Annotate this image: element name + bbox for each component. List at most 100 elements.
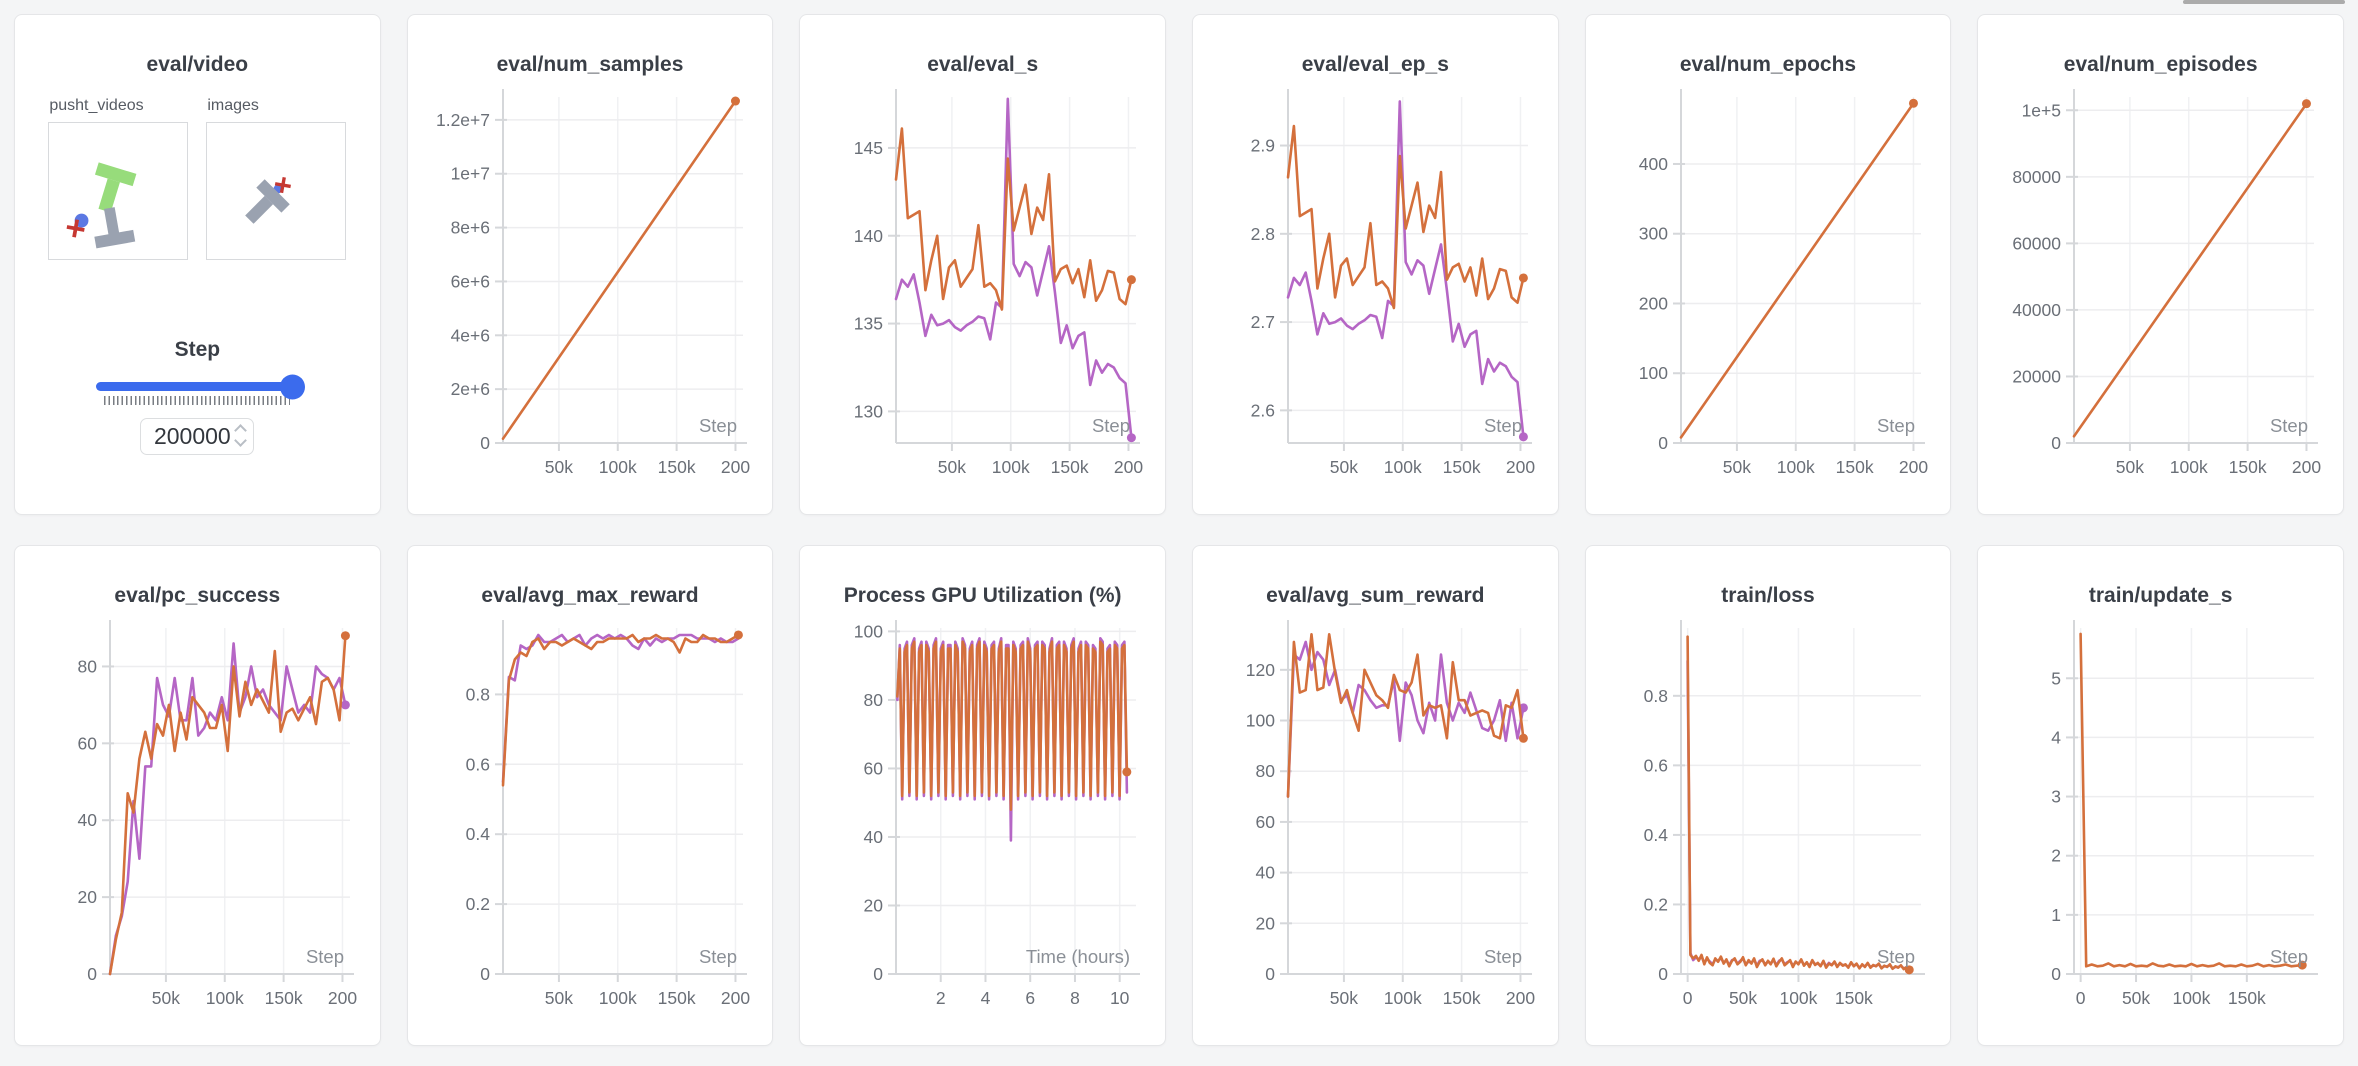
panel-process-gpu-utilization: Process GPU Utilization (%) 2 4 6 8 10 0 20 40 6… [799,545,1166,1046]
panel-title: eval/num_samples [496,53,684,76]
svg-text:8: 8 [1070,988,1080,1008]
step-slider-title: Step [174,338,221,361]
svg-text:Step: Step [306,946,344,967]
panel-train-loss: train/loss 0 50k 100k 150k 0 0.2 0.4 0.6 0.8 Step [1584,545,1952,1046]
svg-text:Step: Step [699,946,737,967]
svg-text:Time (hours): Time (hours) [1025,946,1129,967]
step-slider-ticks [104,396,291,405]
target-cross [275,177,292,194]
svg-text:5: 5 [2051,668,2061,688]
chart-train-loss[interactable]: 0 50k 100k 150k 0 0.2 0.4 0.6 0.8 Step [1597,614,1939,1034]
panel-eval-pc-success: eval/pc_success 50k 100k 150k 200 0 20 40 60 80 S… [14,545,381,1046]
svg-text:150k: 150k [658,457,696,477]
svg-text:20: 20 [78,887,98,907]
svg-text:150k: 150k [1443,988,1481,1008]
svg-text:20: 20 [1256,913,1276,933]
svg-text:40: 40 [78,810,98,830]
media-thumb-pusht-videos[interactable]: pusht_videos [48,97,189,260]
svg-text:100k: 100k [1779,988,1817,1008]
svg-text:60000: 60000 [2012,233,2061,253]
svg-text:135: 135 [853,314,882,334]
svg-text:1e+7: 1e+7 [451,164,490,184]
svg-text:Step: Step [1092,415,1130,436]
chart-train-update-s[interactable]: 0 50k 100k 150k 0 1 2 3 4 5 Step [1990,614,2332,1034]
svg-text:Step: Step [2270,946,2308,967]
panel-eval-num-episodes: eval/num_episodes 50k 100k 150k 200 0 20000 40… [1977,14,2344,515]
svg-text:2.9: 2.9 [1251,136,1275,156]
svg-text:50k: 50k [1729,988,1757,1008]
svg-text:3: 3 [2051,787,2061,807]
stepper-buttons[interactable] [234,424,248,447]
media-thumb-images[interactable]: images [206,97,347,260]
svg-text:80: 80 [863,690,883,710]
chart-eval-eval-ep-s[interactable]: 50k 100k 150k 200 2.6 2.7 2.8 2.9 Step [1204,83,1546,503]
svg-text:Step: Step [1877,946,1915,967]
chart-eval-pc-success[interactable]: 50k 100k 150k 200 0 20 40 60 80 Step [26,614,368,1034]
svg-text:50k: 50k [1723,457,1751,477]
svg-text:200: 200 [1114,457,1143,477]
svg-text:4: 4 [2051,727,2061,747]
svg-text:0.4: 0.4 [466,824,491,844]
panel-eval-video: eval/video pusht_videos [14,14,381,515]
svg-text:60: 60 [1256,812,1276,832]
chart-eval-num-epochs[interactable]: 50k 100k 150k 200 0 100 200 300 400 Step [1597,83,1939,503]
step-slider-handle[interactable] [280,374,306,399]
decrement-icon[interactable] [234,434,248,447]
svg-text:200: 200 [1639,293,1668,313]
svg-text:0: 0 [1658,964,1668,984]
svg-text:50k: 50k [2122,988,2150,1008]
svg-text:80: 80 [78,656,98,676]
panel-title: Process GPU Utilization (%) [843,584,1122,607]
chart-eval-num-episodes[interactable]: 50k 100k 150k 200 0 20000 40000 60000 80000 1e+5 S… [1990,83,2332,503]
pusht-scene-video [66,162,137,249]
svg-text:50k: 50k [545,457,573,477]
svg-text:200: 200 [1506,457,1535,477]
svg-text:2: 2 [2051,846,2061,866]
step-slider-track[interactable] [96,374,306,399]
svg-text:0: 0 [1658,433,1668,453]
step-number-input[interactable]: 200000 [140,418,255,455]
images-frame[interactable] [206,122,347,260]
svg-text:20000: 20000 [2012,366,2061,386]
chart-eval-avg-max-reward[interactable]: 50k 100k 150k 200 0 0.2 0.4 0.6 0.8 Step [419,614,761,1034]
pusht-scene-image [245,177,292,224]
svg-text:145: 145 [853,138,882,158]
svg-text:0: 0 [1683,988,1693,1008]
panel-eval-avg-sum-reward: eval/avg_sum_reward 50k 100k 150k 200 0 20 40 6… [1191,545,1559,1046]
svg-text:100k: 100k [2169,457,2207,477]
svg-text:80000: 80000 [2012,167,2061,187]
svg-text:100k: 100k [1384,457,1422,477]
svg-text:0: 0 [1266,964,1276,984]
svg-text:0.6: 0.6 [1644,755,1668,775]
svg-text:0: 0 [873,964,883,984]
pusht-video-frame[interactable] [48,122,189,260]
svg-text:0: 0 [88,964,98,984]
svg-text:40: 40 [863,827,883,847]
svg-text:60: 60 [78,733,98,753]
svg-text:50k: 50k [1330,457,1358,477]
svg-text:Step: Step [1877,415,1915,436]
svg-text:8e+6: 8e+6 [451,218,490,238]
chart-eval-num-samples[interactable]: 50k 100k 150k 200 0 2e+6 4e+6 6e+6 8e+6 1e+7 1.2e+… [419,83,761,503]
svg-text:150k: 150k [1443,457,1481,477]
panel-title: eval/num_epochs [1679,53,1857,76]
svg-text:20: 20 [863,895,883,915]
svg-text:200: 200 [721,457,750,477]
panel-train-update-s: train/update_s 0 50k 100k 150k 0 1 2 3 4 5 Step [1977,545,2344,1046]
chart-eval-avg-sum-reward[interactable]: 50k 100k 150k 200 0 20 40 60 80 100 120 Step [1204,614,1546,1034]
svg-text:200: 200 [2292,457,2321,477]
svg-text:40: 40 [1256,863,1276,883]
chart-eval-eval-s[interactable]: 50k 100k 150k 200 130 135 140 145 Step [812,83,1154,503]
svg-text:40000: 40000 [2012,300,2061,320]
svg-text:300: 300 [1639,224,1668,244]
svg-text:150k: 150k [1836,457,1874,477]
target-cross [66,219,86,238]
horizontal-scrollbar-thumb[interactable] [2183,0,2345,4]
svg-text:6: 6 [1025,988,1035,1008]
svg-text:60: 60 [863,758,883,778]
svg-text:0: 0 [480,964,490,984]
svg-text:50k: 50k [1330,988,1358,1008]
svg-text:2: 2 [936,988,946,1008]
